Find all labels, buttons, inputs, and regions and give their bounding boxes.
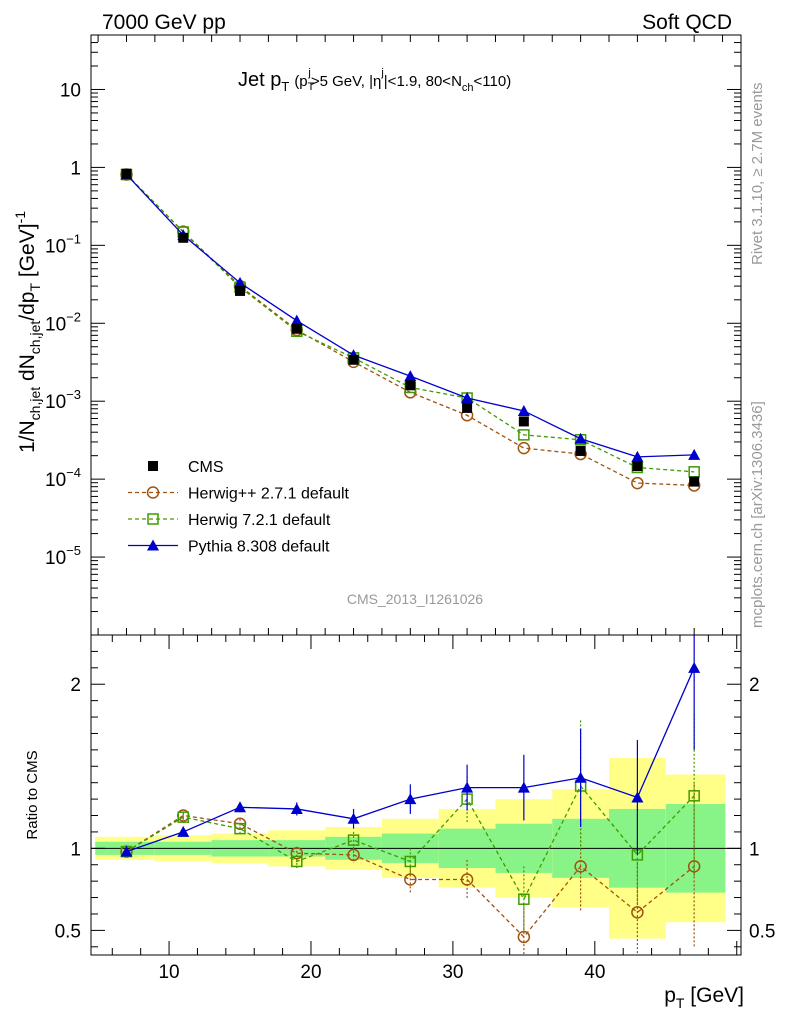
- ratio-tick-label-right: 0.5: [749, 921, 775, 942]
- pythia-point: [631, 791, 644, 803]
- herwig7-point: [347, 834, 360, 846]
- pythia-point: [290, 802, 303, 814]
- watermark: CMS_2013_I1261026: [347, 591, 483, 607]
- ratio-y-label: Ratio to CMS: [24, 750, 41, 839]
- pythia-point: [517, 781, 530, 793]
- plot-title: Jet pT (pTj>5 GeV, |ηj|<1.9, 80<Nch<110): [238, 67, 511, 94]
- pythia-point: [290, 314, 303, 326]
- legend-label-cms: CMS: [188, 459, 224, 476]
- herwigpp-point: [517, 441, 531, 455]
- pythia-point: [631, 450, 644, 462]
- main-plot: 10 1 10−1 10−2 10−3 10−4 10−5 10 20 30 40 Jet pT (p…: [12, 34, 742, 983]
- herwigpp-point: [290, 847, 304, 860]
- herwigpp-line: [126, 174, 695, 487]
- pythia-line: [126, 174, 695, 458]
- legend-label-pythia: Pythia 8.308 default: [188, 539, 330, 556]
- y-tick-label: 10−4: [45, 465, 81, 491]
- x-tick-label: 10: [158, 962, 179, 983]
- main-ticks: 10 1 10−1 10−2 10−3 10−4 10−5 10 20 30 40: [45, 35, 741, 983]
- pythia-point: [688, 448, 701, 460]
- cms-point: [689, 476, 700, 487]
- x-tick-label: 40: [584, 962, 605, 983]
- ratio-tick-label: 1: [70, 839, 81, 860]
- pythia-point: [120, 845, 133, 857]
- herwigpp-point: [631, 476, 644, 490]
- y-tick-label: 10−2: [45, 309, 81, 335]
- header-left: 7000 GeV pp: [102, 11, 226, 34]
- legend: CMS Herwig++ 2.7.1 default Herwig 7.2.1 de…: [128, 459, 350, 556]
- herwigpp-point: [687, 860, 701, 873]
- herwig7-line: [126, 174, 695, 473]
- cms-point: [235, 285, 246, 296]
- cms-point: [178, 232, 189, 243]
- herwig7-point: [291, 855, 303, 868]
- rivet-label: Rivet 3.1.10, ≥ 2.7M events: [749, 83, 766, 266]
- pythia-point: [517, 404, 530, 416]
- cms-point: [575, 445, 586, 456]
- pythia-point: [461, 391, 474, 403]
- y-tick-label: 10−1: [45, 231, 81, 257]
- herwig7-point: [688, 790, 700, 802]
- cms-point: [632, 461, 643, 472]
- x-tick-label: 30: [442, 962, 463, 983]
- herwig7-point: [147, 513, 159, 525]
- cms-point: [462, 402, 473, 413]
- pythia-point: [234, 801, 247, 813]
- pythia-point: [574, 432, 587, 444]
- herwigpp-point: [146, 486, 160, 499]
- y-tick-label: 1: [70, 158, 81, 179]
- herwig7-point: [234, 822, 246, 835]
- ratio-tick-label: 2: [70, 675, 81, 696]
- ratio-tick-label-right: 2: [749, 675, 760, 696]
- pythia-point: [234, 276, 247, 288]
- pythia-point: [177, 825, 190, 837]
- y-tick-label: 10−3: [45, 387, 81, 413]
- ratio-series: [120, 635, 701, 955]
- pythia-point: [147, 539, 159, 551]
- legend-label-herwigpp: Herwig++ 2.7.1 default: [188, 486, 350, 503]
- herwigpp-point: [574, 860, 587, 873]
- herwigpp-ratio-line: [126, 814, 695, 938]
- cms-point: [291, 323, 302, 334]
- herwig7-point: [177, 811, 189, 823]
- pythia-point: [461, 781, 474, 793]
- header-right: Soft QCD: [642, 11, 732, 34]
- x-tick-label: 20: [300, 962, 321, 983]
- herwig7-point: [518, 429, 530, 441]
- pythia-point: [574, 771, 587, 783]
- main-series: [120, 168, 701, 492]
- pythia-point: [404, 370, 417, 382]
- y-tick-label: 10: [60, 80, 81, 101]
- cms-point: [121, 168, 132, 179]
- ratio-plot: 0.5 0.5 1 1 2 2 Ratio to CMS: [24, 634, 775, 956]
- herwigpp-point: [460, 873, 474, 886]
- pythia-point: [404, 793, 417, 805]
- cms-point: [405, 380, 416, 391]
- cms-point: [348, 354, 359, 365]
- ratio-tick-label-right: 1: [749, 839, 760, 860]
- cms-point: [518, 416, 529, 427]
- herwig7-point: [404, 855, 417, 868]
- ratio-plot-frame: [90, 634, 742, 956]
- herwigpp-point: [347, 848, 360, 862]
- cms-point: [148, 461, 158, 471]
- herwig7-point: [518, 893, 530, 905]
- herwigpp-point: [631, 906, 644, 919]
- mcplots-label: mcplots.cern.ch [arXiv:1306.3436]: [749, 401, 766, 628]
- x-axis-label: pT [GeV]: [664, 984, 744, 1011]
- herwig7-ratio-line: [126, 784, 695, 901]
- y-axis-label: 1/Nch,jet dNch,jet/dpT [GeV]-1: [12, 211, 43, 453]
- legend-label-herwig7: Herwig 7.2.1 default: [188, 512, 331, 529]
- pythia-point: [688, 661, 701, 673]
- y-tick-label: 10−5: [45, 543, 81, 569]
- pythia-point: [347, 812, 360, 824]
- ratio-ticks: 0.5 0.5 1 1 2 2: [55, 650, 775, 948]
- ratio-tick-label: 0.5: [55, 921, 81, 942]
